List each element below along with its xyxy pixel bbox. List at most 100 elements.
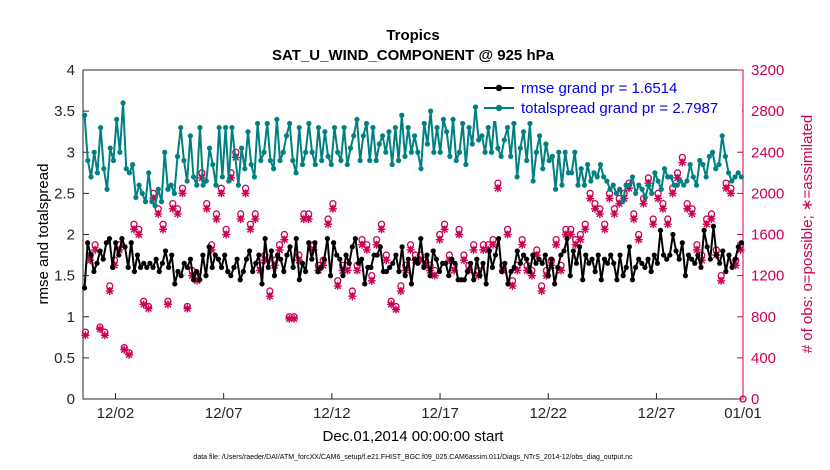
obs-assimilated-point — [207, 245, 216, 254]
obs-assimilated-point — [183, 304, 192, 313]
totalspread-point — [604, 178, 610, 184]
obs-assimilated-point — [324, 220, 333, 229]
totalspread-point — [354, 116, 360, 122]
obs-assimilated-point — [717, 276, 726, 285]
rmse-point — [340, 273, 346, 279]
totalspread-point — [203, 178, 209, 184]
totalspread-point — [472, 104, 479, 110]
rmse-point — [533, 260, 539, 266]
totalspread-point — [597, 161, 604, 168]
obs-assimilated-point — [639, 199, 648, 208]
totalspread-point — [206, 145, 213, 151]
rmse-point — [611, 260, 617, 266]
obs-assimilated-point — [489, 240, 498, 249]
obs-assimilated-point — [367, 276, 376, 285]
obs-assimilated-point — [581, 225, 590, 234]
totalspread-point — [322, 129, 328, 135]
obs-assimilated-point — [129, 225, 138, 234]
rmse-point — [583, 252, 589, 258]
totalspread-point — [152, 203, 158, 209]
rmse-point — [717, 260, 723, 266]
rmse-point — [620, 273, 626, 279]
y-tick-label: 1.5 — [54, 268, 75, 285]
obs-assimilated-point — [294, 256, 303, 265]
obs-assimilated-point — [265, 292, 274, 301]
totalspread-point — [399, 112, 405, 118]
y-right-tick-label: 2000 — [751, 185, 784, 202]
totalspread-point — [219, 174, 225, 180]
totalspread-point — [456, 149, 463, 155]
rmse-point — [312, 240, 318, 246]
totalspread-point — [412, 133, 418, 139]
totalspread-point — [700, 161, 706, 168]
obs-possible-end-point — [739, 395, 747, 403]
rmse-point — [200, 252, 206, 258]
rmse-point — [187, 256, 194, 262]
totalspread-point — [559, 182, 565, 188]
totalspread-point — [690, 174, 696, 180]
y-axis-label-right: # of obs: o=possible; ∗=assimilated — [799, 115, 816, 354]
rmse-point — [552, 281, 558, 287]
obs-assimilated-point — [328, 204, 337, 213]
rmse-point — [617, 252, 623, 258]
totalspread-point — [261, 149, 267, 155]
data-file-footnote: data file: /Users/raeder/DAI/ATM_forcXX/… — [193, 454, 633, 461]
obs-assimilated-point — [125, 350, 134, 359]
totalspread-point — [508, 153, 514, 159]
obs-assimilated-point — [154, 209, 163, 218]
totalspread-point — [200, 182, 206, 188]
totalspread-point — [376, 141, 382, 147]
rmse-point — [614, 277, 620, 283]
obs-assimilated-point — [396, 287, 405, 296]
obs-assimilated-point — [382, 256, 391, 265]
rmse-point — [505, 281, 511, 287]
rmse-point — [396, 268, 402, 275]
legend-marker-rmse — [495, 84, 503, 92]
totalspread-point — [85, 157, 91, 164]
rmse-point — [147, 260, 153, 266]
rmse-point — [452, 260, 458, 266]
rmse-point — [477, 273, 483, 279]
rmse-point — [402, 273, 408, 279]
totalspread-point — [578, 166, 584, 172]
rmse-point — [324, 236, 330, 242]
totalspread-point — [725, 170, 732, 176]
rmse-point — [558, 252, 564, 258]
legend-label-rmse: rmse grand pr = 1.6514 — [521, 80, 677, 97]
rmse-point — [661, 252, 667, 258]
rmse-point — [695, 252, 701, 258]
obs-assimilated-point — [688, 209, 697, 218]
totalspread-point — [463, 161, 469, 168]
rmse-point — [713, 252, 720, 258]
rmse-point — [206, 244, 212, 250]
obs-assimilated-point — [557, 266, 566, 275]
totalspread-point — [556, 149, 562, 155]
totalspread-point — [383, 149, 389, 155]
obs-assimilated-point — [241, 189, 250, 198]
obs-assimilated-point — [251, 215, 260, 224]
totalspread-point — [693, 182, 700, 188]
totalspread-point — [591, 170, 597, 176]
rmse-point — [134, 252, 141, 258]
obs-assimilated-point — [561, 230, 570, 239]
rmse-point — [194, 268, 200, 275]
y-tick-label: 0 — [67, 391, 75, 408]
totalspread-point — [607, 186, 613, 192]
y-tick-label: 0.5 — [54, 350, 75, 367]
totalspread-point — [405, 124, 411, 131]
rmse-point — [290, 264, 296, 270]
totalspread-point — [210, 161, 216, 168]
totalspread-point — [549, 153, 555, 159]
rmse-point — [701, 227, 707, 233]
rmse-point — [278, 256, 284, 262]
y-right-tick-label: 400 — [751, 350, 776, 367]
totalspread-point — [126, 170, 133, 176]
rmse-point — [116, 252, 122, 258]
totalspread-point — [501, 137, 507, 143]
totalspread-point — [379, 133, 386, 139]
rmse-point — [492, 252, 499, 258]
totalspread-point — [395, 157, 402, 164]
totalspread-point — [527, 120, 533, 127]
rmse-point — [651, 252, 657, 258]
rmse-point — [166, 264, 172, 270]
